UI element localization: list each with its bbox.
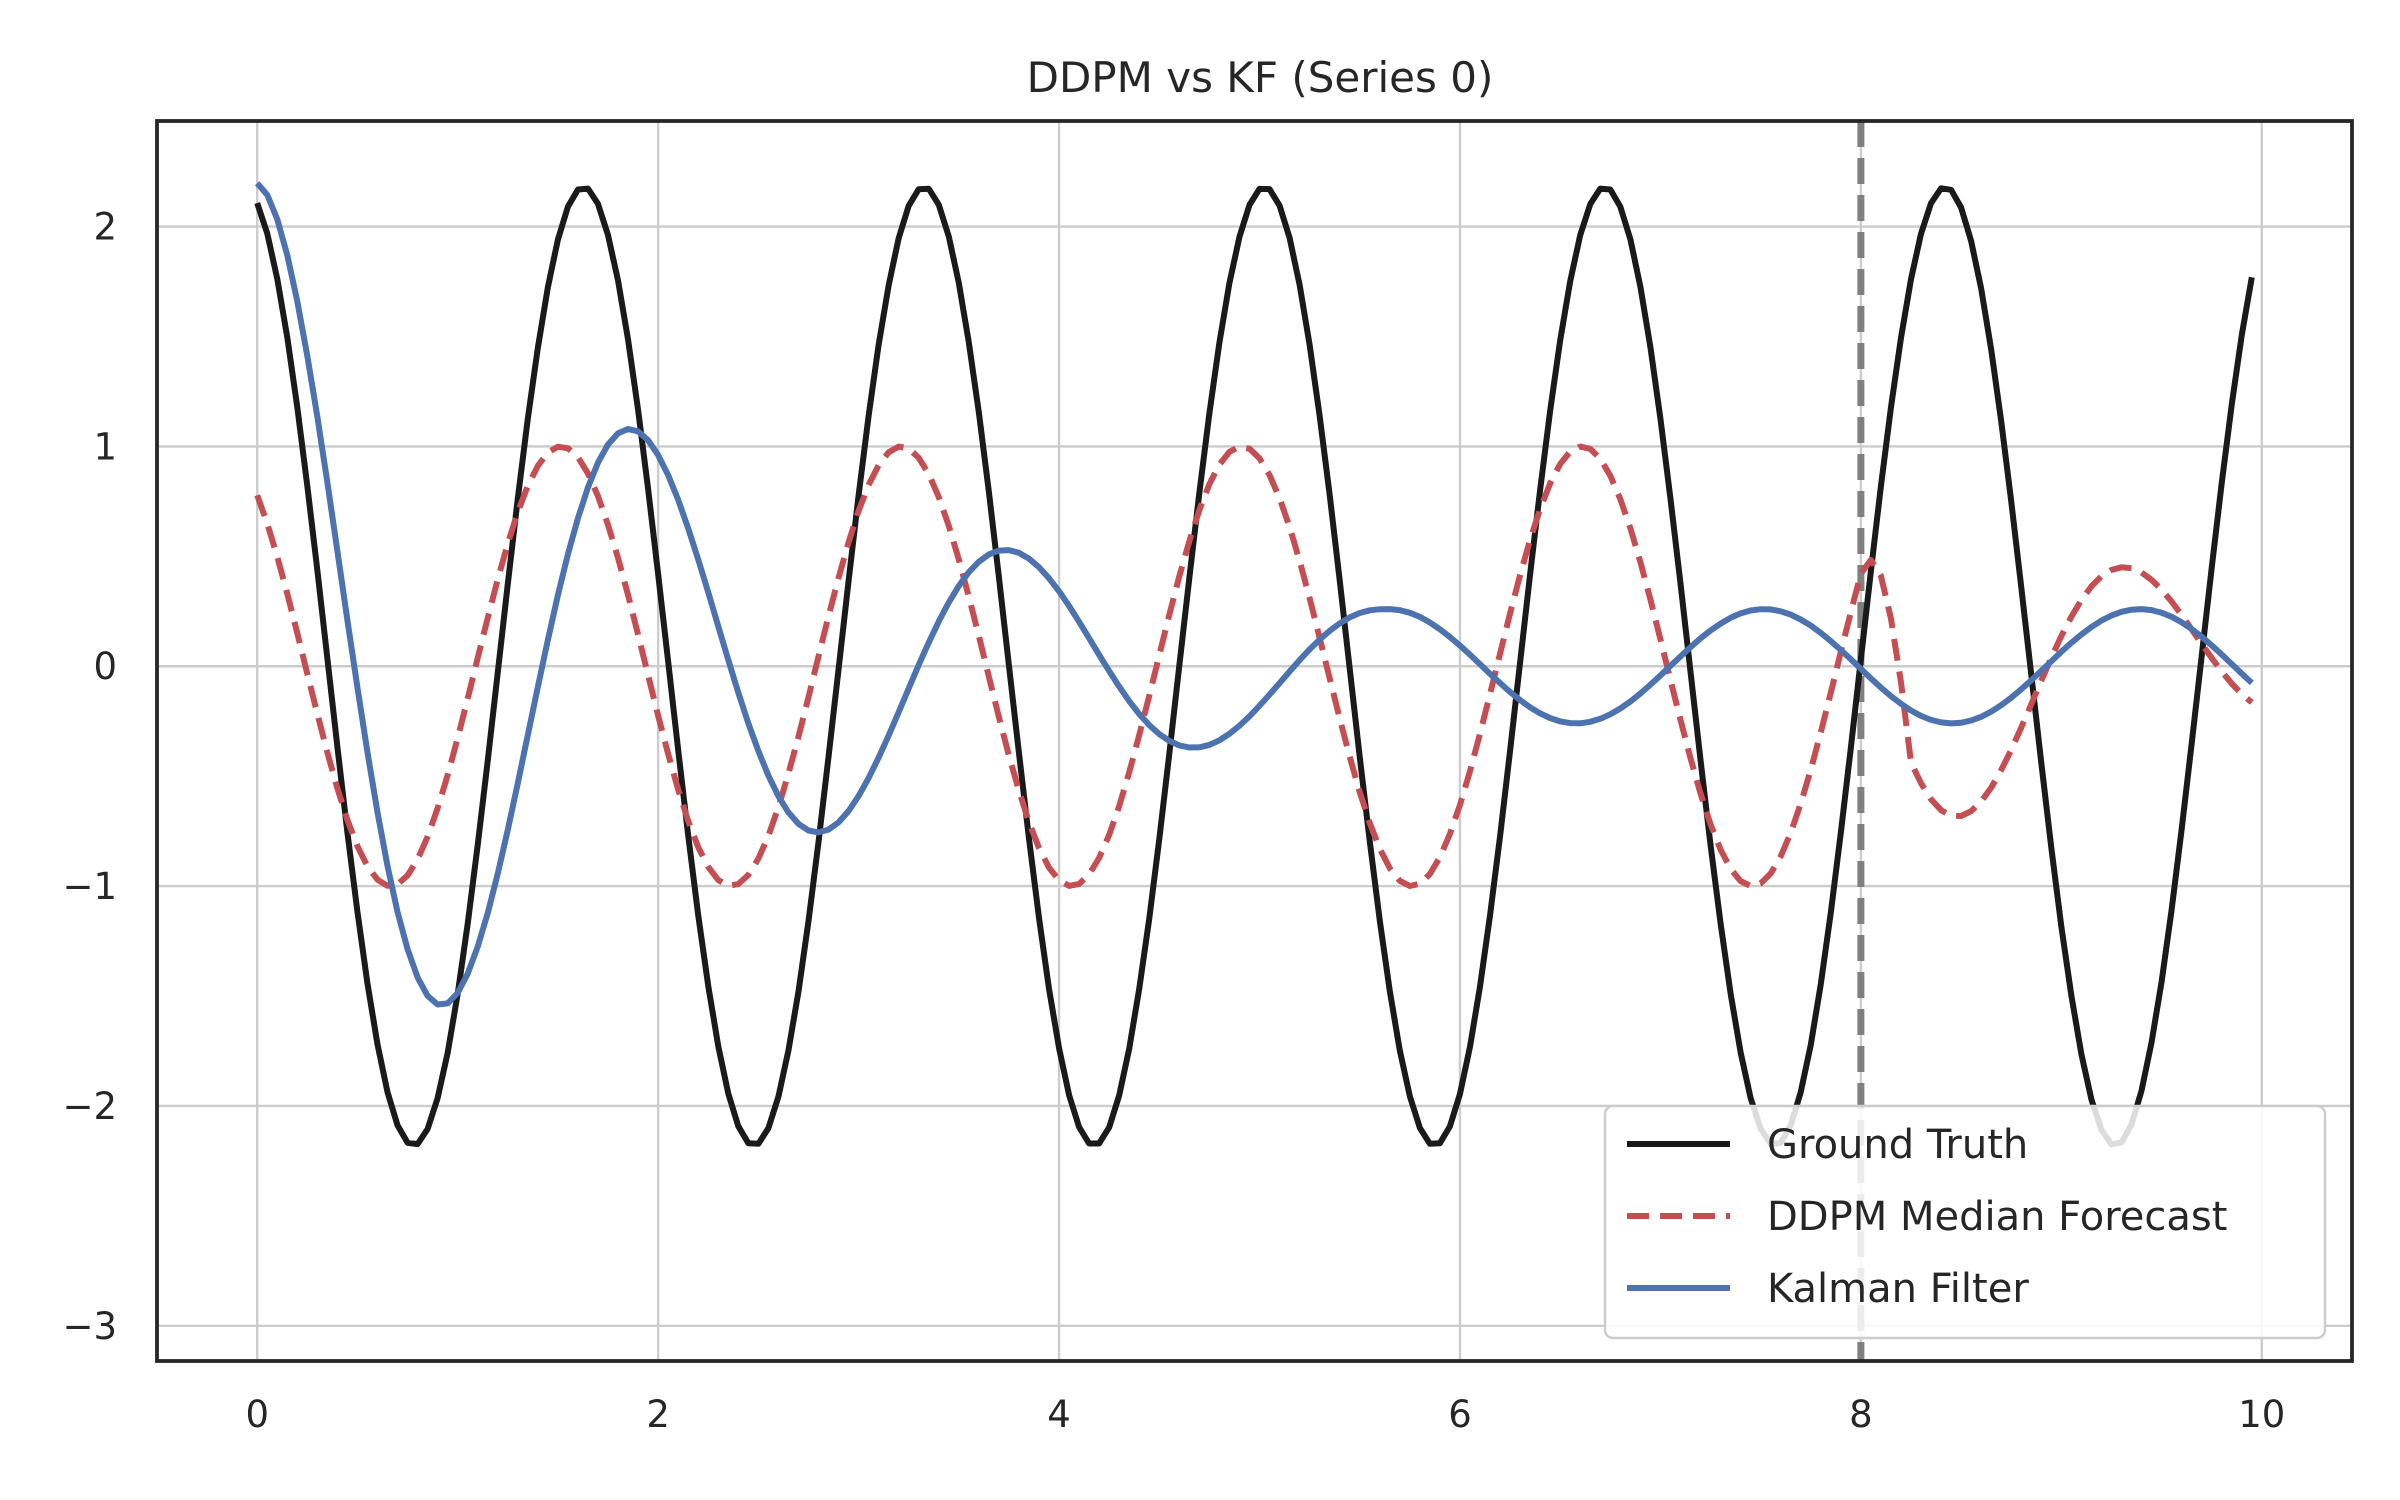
x-tick-label: 10 bbox=[2238, 1393, 2285, 1436]
x-tick-label: 8 bbox=[1849, 1393, 1873, 1436]
x-tick-label: 6 bbox=[1448, 1393, 1472, 1436]
y-tick-label: 2 bbox=[93, 206, 117, 249]
x-tick-label: 2 bbox=[646, 1393, 670, 1436]
legend-label: Ground Truth bbox=[1767, 1122, 2028, 1168]
x-tick-label: 4 bbox=[1047, 1393, 1071, 1436]
legend-box bbox=[1603, 1104, 2327, 1340]
y-tick-label: −2 bbox=[62, 1085, 117, 1128]
series-layer bbox=[254, 121, 2255, 1361]
y-axis-ticks: −3 −2 −1 0 1 2 bbox=[62, 206, 117, 1348]
series-line-kalman-filter bbox=[254, 181, 2254, 1008]
legend-label: Kalman Filter bbox=[1767, 1266, 2029, 1312]
axes-frame bbox=[155, 119, 2354, 1363]
y-tick-label: 1 bbox=[93, 425, 117, 468]
y-tick-label: −3 bbox=[62, 1305, 117, 1348]
series-line-ground-truth bbox=[254, 185, 2255, 1148]
legend: Ground Truth DDPM Median Forecast Kalman F… bbox=[1603, 1104, 2327, 1340]
x-tick-label: 0 bbox=[245, 1393, 269, 1436]
y-tick-label: −1 bbox=[62, 865, 117, 908]
y-tick-label: 0 bbox=[93, 645, 117, 688]
x-axis-ticks: 0 2 4 6 8 10 bbox=[245, 1393, 2285, 1436]
legend-label: DDPM Median Forecast bbox=[1767, 1194, 2227, 1240]
chart-title: DDPM vs KF (Series 0) bbox=[1027, 53, 1494, 102]
